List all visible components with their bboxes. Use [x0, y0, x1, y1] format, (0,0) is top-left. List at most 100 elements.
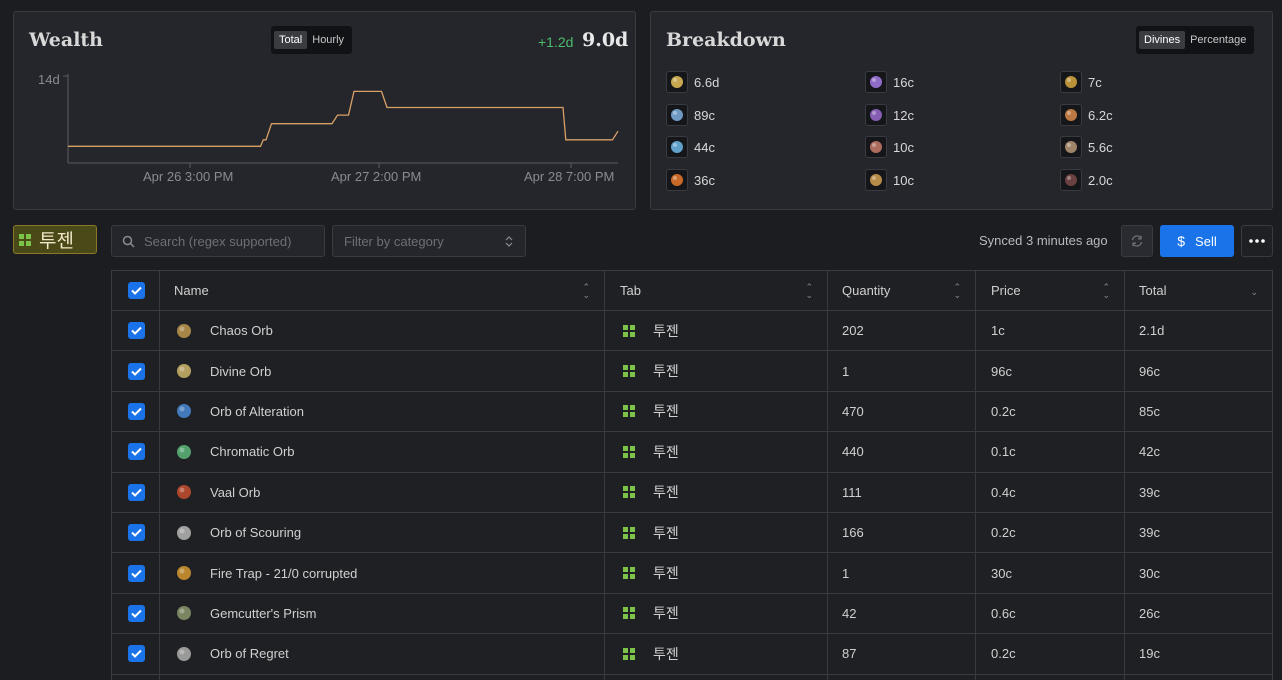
table-row[interactable]: Divine Orb 투젠 1 96c 96c [112, 351, 1272, 392]
row-checkbox[interactable] [128, 645, 145, 663]
breakdown-toggle: Divines Percentage [1136, 26, 1255, 54]
item-icon [174, 523, 194, 543]
item-price: 1c [991, 323, 1005, 339]
sort-icon: ⌃ ⌄ [582, 281, 590, 300]
sync-status: Synced 3 minutes ago [979, 233, 1108, 248]
wand-icon [1060, 104, 1082, 126]
row-checkbox[interactable] [128, 322, 145, 340]
more-options-button[interactable] [1241, 225, 1273, 257]
wealth-series-line [68, 90, 619, 147]
grid-icon [623, 526, 635, 539]
item-quantity: 1 [842, 565, 850, 581]
row-checkbox[interactable] [128, 604, 145, 622]
breakdown-value: 10c [893, 139, 914, 155]
table-row[interactable]: Vaal Orb 투젠 111 0.4c 39c [112, 473, 1272, 513]
table-row[interactable]: Orb of Regret 투젠 87 0.2c 19c [112, 634, 1272, 675]
row-checkbox[interactable] [128, 564, 145, 582]
stash-tab-button[interactable]: 투젠 [13, 225, 97, 254]
item-name: Vaal Orb [210, 484, 261, 500]
toggle-hourly[interactable]: Hourly [312, 34, 345, 46]
category-filter-select[interactable]: Filter by category [332, 225, 526, 257]
dollar-icon: $ [1177, 233, 1186, 249]
breakdown-item: 89c [666, 104, 715, 126]
stash-tab-label: 투젠 [39, 231, 74, 252]
item-total: 30c [1139, 565, 1160, 581]
item-price: 0.2c [991, 403, 1016, 419]
refresh-icon [1131, 235, 1143, 247]
toggle-total[interactable]: Total [274, 31, 308, 49]
grid-icon [623, 486, 635, 499]
item-name: Fire Trap - 21/0 corrupted [210, 565, 358, 581]
breakdown-value: 89c [694, 107, 715, 123]
header-quantity[interactable]: Quantity ⌃ ⌄ [842, 281, 961, 300]
item-name: Gemcutter's Prism [210, 605, 317, 621]
sort-icon: ⌃ ⌄ [805, 281, 813, 300]
item-name: Orb of Alteration [210, 403, 304, 419]
row-checkbox[interactable] [128, 362, 145, 380]
check-icon [131, 488, 142, 497]
row-checkbox[interactable] [128, 524, 145, 542]
table-row[interactable]: Orb of Alteration 투젠 470 0.2c 85c [112, 392, 1272, 433]
check-icon [131, 528, 142, 538]
table-row[interactable]: Fire Trap - 21/0 corrupted 투젠 1 30c 30c [112, 553, 1272, 594]
breakdown-value: 36c [694, 172, 715, 188]
amulet-icon [865, 136, 887, 158]
item-tab: 투젠 [653, 363, 679, 380]
scroll-icon [1060, 136, 1082, 158]
breakdown-item: 10c [865, 169, 914, 191]
check-icon [131, 326, 142, 336]
item-tab: 투젠 [653, 484, 679, 501]
item-icon [174, 442, 194, 462]
header-total[interactable]: Total ⌄ [1139, 283, 1258, 298]
table-row[interactable]: Gemcutter's Prism 투젠 42 0.6c 26c [112, 594, 1272, 635]
check-icon [131, 407, 142, 416]
item-icon [174, 603, 194, 623]
grid-icon [623, 324, 635, 337]
header-name[interactable]: Name ⌃ ⌄ [174, 281, 590, 300]
sell-label: Sell [1195, 233, 1217, 249]
grid-icon [623, 607, 635, 620]
select-all-checkbox[interactable] [128, 282, 145, 299]
grid-icon [623, 445, 635, 458]
item-price: 0.2c [991, 525, 1016, 541]
item-icon [174, 401, 194, 421]
header-tab[interactable]: Tab ⌃ ⌄ [620, 281, 813, 300]
grid-icon [623, 405, 635, 418]
row-checkbox[interactable] [128, 483, 145, 501]
item-tab: 투젠 [653, 443, 679, 460]
atlas-orb-icon [666, 104, 688, 126]
wealth-delta: +1.2d [538, 34, 574, 50]
sell-button[interactable]: $ Sell [1160, 225, 1234, 257]
item-quantity: 166 [842, 525, 864, 541]
breakdown-value: 5.6c [1088, 139, 1113, 155]
filter-placeholder: Filter by category [344, 233, 444, 249]
table-row[interactable]: Chromatic Orb 투젠 440 0.1c 42c [112, 432, 1272, 473]
item-price: 0.1c [991, 444, 1016, 460]
item-quantity: 202 [842, 323, 864, 339]
breakdown-item: 6.2c [1060, 104, 1113, 126]
search-placeholder: Search (regex supported) [144, 233, 292, 249]
row-checkbox[interactable] [128, 443, 145, 461]
divine-orb-icon [666, 71, 688, 93]
breakdown-item: 2.0c [1060, 169, 1113, 191]
breakdown-item: 12c [865, 104, 914, 126]
search-input[interactable]: Search (regex supported) [111, 225, 325, 257]
refresh-button[interactable] [1121, 225, 1153, 257]
header-price[interactable]: Price ⌃ ⌄ [991, 281, 1110, 300]
item-total: 39c [1139, 484, 1160, 500]
item-tab: 투젠 [653, 605, 679, 622]
item-tab: 투젠 [653, 565, 679, 582]
items-table: Name ⌃ ⌄ Tab ⌃ ⌄ Quantity ⌃ ⌄ Price ⌃ ⌄ Tota… [111, 270, 1273, 680]
sort-icon: ⌃ ⌄ [1102, 281, 1110, 300]
check-icon [131, 286, 142, 295]
table-row[interactable]: Chaos Orb 투젠 202 1c 2.1d [112, 311, 1272, 352]
x-tick-3: Apr 28 7:00 PM [524, 169, 615, 184]
wealth-panel: Wealth Total Hourly +1.2d 9.0d 14d Apr 2… [13, 11, 636, 210]
toggle-divines[interactable]: Divines [1139, 31, 1186, 49]
row-checkbox[interactable] [128, 402, 145, 420]
item-name: Divine Orb [210, 363, 272, 379]
x-tick-1: Apr 26 3:00 PM [143, 169, 234, 184]
toggle-percentage[interactable]: Percentage [1190, 34, 1247, 46]
breakdown-title: Breakdown [666, 29, 786, 51]
table-row[interactable]: Orb of Scouring 투젠 166 0.2c 39c [112, 513, 1272, 554]
